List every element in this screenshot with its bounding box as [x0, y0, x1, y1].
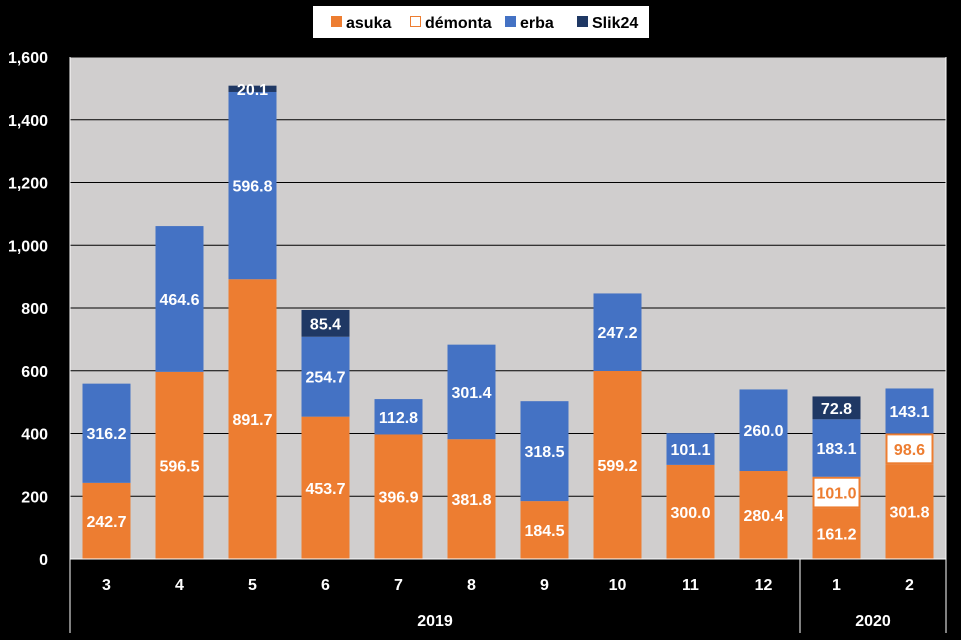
- y-tick-label: 200: [21, 489, 48, 506]
- legend-label: démonta: [425, 15, 492, 32]
- bar-segment: [812, 508, 861, 559]
- legend-label: erba: [520, 15, 554, 32]
- legend-label: asuka: [346, 15, 391, 32]
- y-axis-labels: 0 200 400 600 800 1,000 1,200 1,400 1,600: [8, 50, 48, 569]
- data-label: 596.8: [232, 179, 272, 196]
- data-label: 301.4: [451, 385, 491, 402]
- data-label: 318.5: [524, 444, 564, 461]
- x-tick-label: 2: [905, 577, 914, 594]
- bar-segment: [301, 309, 350, 337]
- x-tick-label: 12: [755, 577, 773, 594]
- data-label: 98.6: [894, 442, 925, 459]
- y-tick-label: 800: [21, 301, 48, 318]
- bar-segment: [812, 476, 861, 509]
- bar-segment: [447, 344, 496, 440]
- data-label: 464.6: [159, 292, 199, 309]
- data-label: 300.0: [670, 505, 710, 522]
- bar-segment: [301, 416, 350, 559]
- data-label: 101.0: [816, 486, 856, 503]
- x-tick-label: 7: [394, 577, 403, 594]
- legend-swatch: [577, 16, 588, 27]
- bar-segment: [666, 433, 715, 465]
- data-label: 161.2: [816, 527, 856, 544]
- data-label: 254.7: [305, 370, 345, 387]
- bar-segment: [885, 433, 934, 465]
- data-label: 301.8: [889, 505, 929, 522]
- bar-segment: [812, 396, 861, 420]
- bar-segment: [228, 85, 277, 92]
- y-tick-label: 1,400: [8, 113, 48, 130]
- bar-segment: [228, 279, 277, 559]
- y-tick-label: 400: [21, 427, 48, 444]
- x-tick-label: 6: [321, 577, 330, 594]
- bar-segment: [155, 226, 204, 372]
- bar-segment: [593, 293, 642, 372]
- data-label: 381.8: [451, 492, 491, 509]
- legend-swatch: [505, 16, 516, 27]
- data-labels: 242.7 316.2 596.5 464.6 891.7 596.8 20.1 453.7 2…: [86, 82, 929, 544]
- y-tick-label: 0: [39, 552, 48, 569]
- x-tick-label: 10: [609, 577, 627, 594]
- bar-segment: [228, 91, 277, 280]
- legend-label: Slik24: [592, 15, 638, 32]
- x-tick-label: 3: [102, 577, 111, 594]
- bars: [82, 85, 934, 559]
- x-tick-label: 5: [248, 577, 257, 594]
- legend-swatch: [410, 16, 421, 27]
- bar-segment: [812, 419, 861, 477]
- bar-segment: [155, 371, 204, 559]
- data-label: 453.7: [305, 481, 345, 498]
- bar-segment: [301, 336, 350, 417]
- bar-segment: [520, 401, 569, 502]
- data-label: 242.7: [86, 514, 126, 531]
- legend-swatch: [331, 16, 342, 27]
- data-label: 891.7: [232, 412, 272, 429]
- bar-segment: [447, 439, 496, 559]
- x-tick-label: 8: [467, 577, 476, 594]
- data-label: 596.5: [159, 458, 199, 475]
- x-tick-label: 9: [540, 577, 549, 594]
- bar-segment: [82, 482, 131, 559]
- y-tick-label: 600: [21, 364, 48, 381]
- y-tick-label: 1,200: [8, 176, 48, 193]
- data-label: 101.1: [670, 442, 710, 459]
- bar-segment: [82, 383, 131, 483]
- data-label: 72.8: [821, 401, 852, 418]
- group-label: 2019: [417, 613, 453, 630]
- data-label: 396.9: [378, 490, 418, 507]
- data-label: 20.1: [237, 82, 268, 99]
- bar-segment: [739, 471, 788, 559]
- group-label: 2020: [855, 613, 891, 630]
- bar-segment: [885, 464, 934, 559]
- bar-segment: [593, 371, 642, 559]
- data-label: 247.2: [597, 325, 637, 342]
- data-label: 184.5: [524, 523, 564, 540]
- data-label: 280.4: [743, 508, 783, 525]
- bar-segment: [520, 501, 569, 559]
- data-label: 183.1: [816, 441, 856, 458]
- bar-segment: [666, 464, 715, 559]
- data-label: 316.2: [86, 426, 126, 443]
- bar-segment: [374, 399, 423, 435]
- gridlines: [70, 56, 946, 497]
- bar-segment: [374, 434, 423, 559]
- y-tick-label: 1,000: [8, 238, 48, 255]
- data-label: 112.8: [379, 410, 418, 427]
- y-tick-label: 1,600: [8, 50, 48, 67]
- x-tick-label: 1: [832, 577, 841, 594]
- legend: asuka démonta erba Slik24: [313, 6, 649, 38]
- data-label: 599.2: [597, 458, 637, 475]
- bar-segment: [739, 389, 788, 472]
- x-tick-label: 4: [175, 577, 184, 594]
- data-label: 260.0: [743, 423, 783, 440]
- data-label: 143.1: [889, 404, 929, 421]
- data-label: 85.4: [310, 316, 341, 333]
- legend-box: [313, 6, 649, 38]
- bar-segment: [885, 388, 934, 434]
- x-tick-label: 11: [682, 577, 699, 594]
